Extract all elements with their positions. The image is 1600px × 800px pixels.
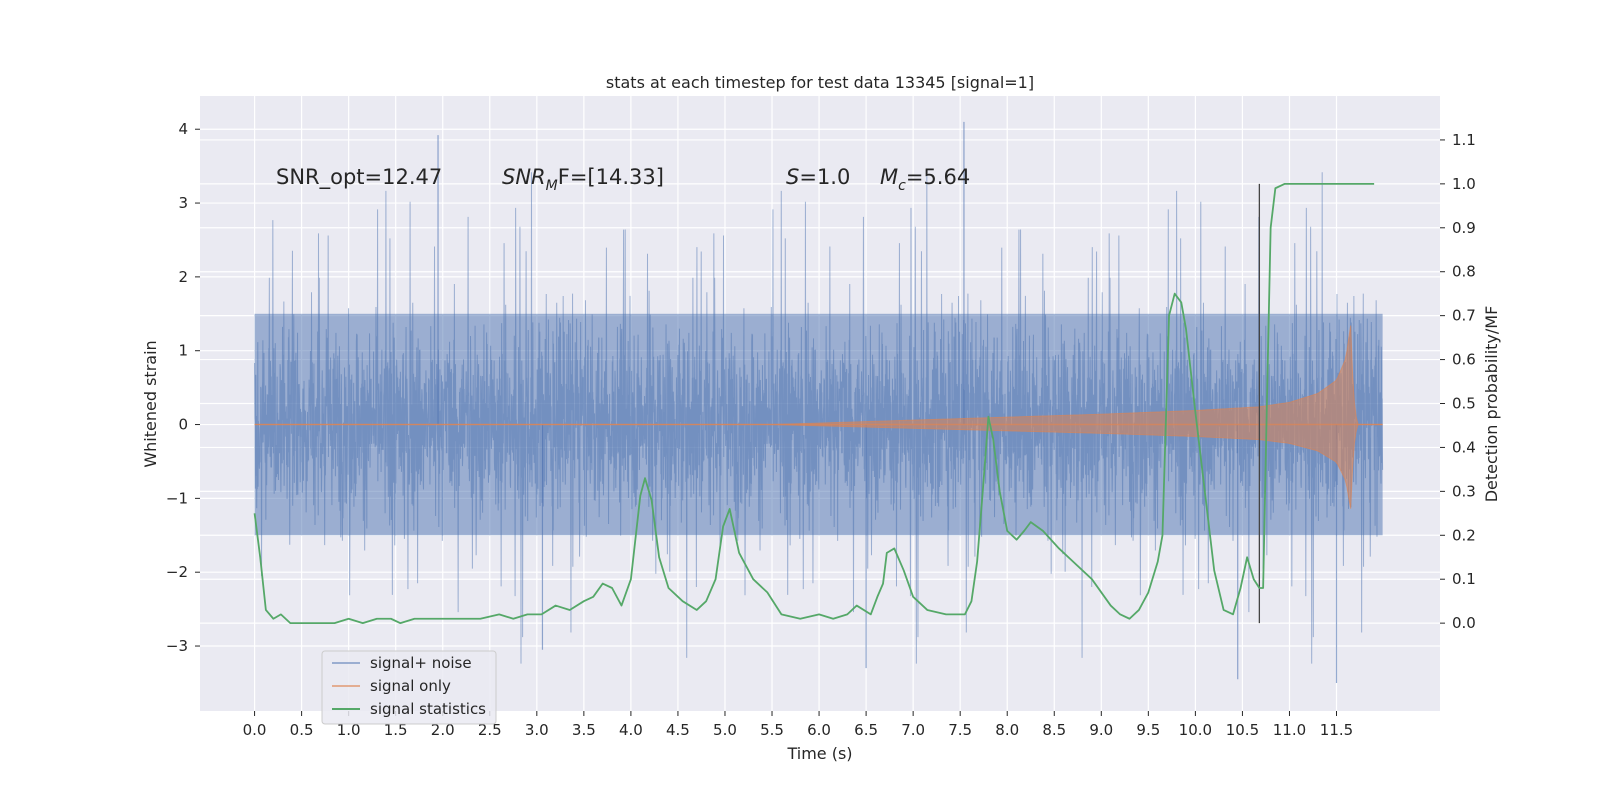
annotation-mc-sub: c <box>898 178 906 194</box>
x-tick-label: 11.5 <box>1320 721 1353 739</box>
x-tick-label: 0.0 <box>243 721 267 739</box>
legend-label-signal-statistics: signal statistics <box>370 700 486 718</box>
legend-box <box>321 650 497 725</box>
x-axis-label: Time (s) <box>786 744 852 763</box>
y-tick-label-left: −1 <box>166 489 188 507</box>
y-tick-label-right: 0.0 <box>1452 614 1476 632</box>
x-tick-label: 10.5 <box>1226 721 1259 739</box>
x-tick-label: 5.0 <box>713 721 737 739</box>
y-tick-label-right: 0.5 <box>1452 395 1476 413</box>
y-tick-label-right: 0.2 <box>1452 526 1476 544</box>
x-tick-label: 6.5 <box>854 721 878 739</box>
y-tick-label-left: 4 <box>178 120 188 138</box>
y-axis-right-label: Detection probability/MF <box>1482 306 1501 503</box>
y-tick-label-right: 0.9 <box>1452 219 1476 237</box>
y-tick-label-left: −3 <box>166 637 188 655</box>
statistics-line <box>253 182 1375 625</box>
x-tick-label: 4.5 <box>666 721 690 739</box>
x-tick-label: 2.5 <box>478 721 502 739</box>
x-tick-label: 1.5 <box>384 721 408 739</box>
legend: signal+ noise signal only signal statist… <box>321 650 497 725</box>
annotation-mc: Mc=5.64 <box>880 165 970 194</box>
y-tick-label-right: 0.4 <box>1452 438 1476 456</box>
annotation-snr-mf-rest: F=[14.33] <box>558 165 664 189</box>
x-tick-label: 4.0 <box>619 721 643 739</box>
y-axis-left-label: Whitened strain <box>141 340 160 467</box>
y-tick-label-right: 0.7 <box>1452 307 1476 325</box>
x-tick-label: 8.5 <box>1042 721 1066 739</box>
x-tick-label: 3.0 <box>525 721 549 739</box>
x-tick-label: 5.5 <box>760 721 784 739</box>
x-tick-label: 0.5 <box>290 721 314 739</box>
legend-label-signal-noise: signal+ noise <box>370 654 472 672</box>
y-axis-right-ticks: 1.1 1.0 0.9 0.8 0.7 0.6 0.5 0.4 0.3 0.2 0.1 0.0 <box>1440 131 1476 632</box>
y-tick-label-right: 0.3 <box>1452 482 1476 500</box>
y-tick-label-left: 2 <box>178 268 188 286</box>
annotation-mc-rest: =5.64 <box>906 165 970 189</box>
y-tick-label-left: 0 <box>178 416 188 434</box>
legend-label-signal-only: signal only <box>370 677 451 695</box>
chart-title: stats at each timestep for test data 133… <box>606 73 1034 92</box>
x-tick-label: 7.0 <box>901 721 925 739</box>
series-signal-statistics <box>253 182 1375 625</box>
x-axis-ticks: 0.0 0.5 1.0 1.5 2.0 2.5 3.0 3.5 4.0 4.5 5.0 5.5 6.0 6… <box>243 711 1353 739</box>
annotation-snr-mf-sub: M <box>546 178 558 194</box>
annotation-snr-opt: SNR_opt=12.47 <box>276 165 442 190</box>
x-tick-label: 3.5 <box>572 721 596 739</box>
annotation-snr-mf: SNRMF=[14.33] <box>502 165 664 194</box>
annotation-s-main: S <box>786 165 799 189</box>
x-tick-label: 11.0 <box>1273 721 1306 739</box>
x-tick-label: 6.0 <box>807 721 831 739</box>
y-tick-label-right: 1.0 <box>1452 175 1476 193</box>
x-tick-label: 9.5 <box>1136 721 1160 739</box>
annotation-s-rest: =1.0 <box>799 165 850 189</box>
x-tick-label: 10.0 <box>1179 721 1212 739</box>
x-tick-label: 7.5 <box>948 721 972 739</box>
x-tick-label: 2.0 <box>431 721 455 739</box>
y-tick-label-left: 1 <box>178 342 188 360</box>
annotation-snr-mf-main: SNR <box>502 165 546 189</box>
annotation-mc-main: M <box>880 165 898 189</box>
y-tick-label-right: 0.6 <box>1452 351 1476 369</box>
y-axis-left-ticks: 4 3 2 1 0 −1 −2 −3 <box>166 120 200 655</box>
y-tick-label-left: 3 <box>178 194 188 212</box>
y-tick-label-right: 1.1 <box>1452 131 1476 149</box>
x-tick-label: 8.0 <box>995 721 1019 739</box>
x-tick-label: 1.0 <box>337 721 361 739</box>
y-tick-label-right: 0.8 <box>1452 263 1476 281</box>
annotation-s: S=1.0 <box>786 165 850 189</box>
series-signal-only <box>254 325 1383 509</box>
y-tick-label-left: −2 <box>166 563 188 581</box>
x-tick-label: 9.0 <box>1089 721 1113 739</box>
y-tick-label-right: 0.1 <box>1452 570 1476 588</box>
